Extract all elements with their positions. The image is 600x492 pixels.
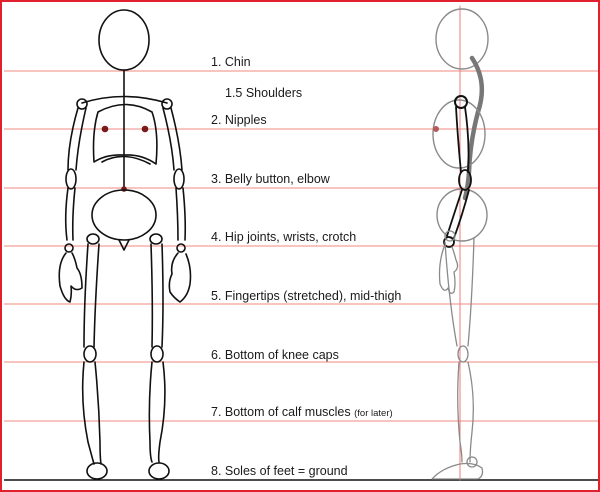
side-ribcage — [432, 99, 486, 169]
front-crotch — [118, 239, 130, 251]
front-knee-right — [150, 345, 164, 363]
side-upper-arm-b — [464, 106, 470, 173]
label-calves-text: 7. Bottom of calf muscles — [211, 405, 351, 419]
front-shin-right-inner — [148, 361, 153, 463]
side-shoulder — [454, 95, 468, 109]
front-knee-left — [83, 345, 97, 363]
label-knees: 6. Bottom of knee caps — [211, 348, 339, 362]
front-foot-left — [86, 462, 108, 480]
side-shin-front — [457, 361, 463, 463]
label-hips: 4. Hip joints, wrists, crotch — [211, 230, 357, 244]
label-fingertips: 5. Fingertips (stretched), mid-thigh — [211, 289, 402, 303]
label-nipples: 2. Nipples — [211, 113, 267, 127]
front-shin-left-inner — [94, 361, 102, 465]
front-shoulder-line — [81, 95, 168, 104]
front-nipple-right — [141, 125, 149, 133]
front-hip-left — [86, 233, 100, 245]
side-head — [435, 8, 489, 70]
front-hand-left — [58, 252, 83, 303]
front-hand-right — [168, 252, 192, 303]
front-thigh-right-outer — [161, 243, 164, 348]
side-forearm-b — [453, 189, 470, 239]
front-shin-left-outer — [81, 361, 95, 465]
front-shoulder-right — [161, 98, 173, 110]
front-figure — [58, 9, 192, 480]
side-forearm — [446, 189, 463, 237]
front-elbow-right — [173, 168, 185, 190]
side-figure — [431, 5, 489, 481]
side-nipple — [433, 126, 439, 132]
front-shin-right-outer — [157, 361, 166, 463]
front-wrist-right — [176, 243, 186, 253]
front-pelvis — [91, 189, 157, 241]
front-thigh-right-inner — [150, 243, 154, 348]
front-upper-arm-left-b — [75, 107, 87, 171]
side-hip — [444, 230, 456, 242]
side-spine — [462, 55, 485, 201]
side-calf-back — [467, 361, 474, 463]
front-forearm-left-b — [71, 187, 76, 241]
front-forearm-left — [64, 187, 69, 241]
label-chin: 1. Chin — [211, 55, 251, 69]
front-elbow-left — [65, 168, 77, 190]
front-head — [98, 9, 150, 71]
side-knee — [457, 345, 469, 363]
label-calves-note: (for later) — [354, 408, 393, 419]
label-soles: 8. Soles of feet = ground — [211, 464, 348, 478]
front-foot-right — [148, 462, 170, 480]
front-forearm-right-b — [182, 187, 187, 241]
front-upper-arm-right — [162, 107, 175, 171]
guide-lines — [4, 70, 598, 422]
label-shoulders: 1.5 Shoulders — [225, 86, 303, 100]
side-thigh-back — [467, 237, 475, 347]
front-wrist-left — [64, 243, 74, 253]
front-forearm-right — [175, 187, 179, 241]
front-upper-arm-right-b — [170, 107, 183, 171]
label-calves: 7. Bottom of calf muscles (for later) — [211, 405, 393, 421]
side-wrist — [443, 236, 455, 248]
front-upper-arm-left — [67, 107, 79, 171]
front-thigh-left-inner — [93, 243, 100, 348]
side-hand — [438, 246, 459, 294]
side-foot — [431, 462, 484, 480]
front-rib-gap — [101, 155, 151, 165]
label-belly: 3. Belly button, elbow — [211, 172, 330, 186]
side-elbow — [458, 169, 472, 191]
side-ankle — [466, 456, 478, 468]
front-thigh-left-outer — [83, 243, 89, 348]
side-thigh-front — [444, 241, 458, 347]
front-nipple-left — [101, 125, 109, 133]
front-ribcage — [92, 103, 158, 165]
front-shoulder-left — [76, 98, 88, 110]
side-upper-arm — [455, 106, 462, 173]
front-hip-right — [149, 233, 163, 245]
